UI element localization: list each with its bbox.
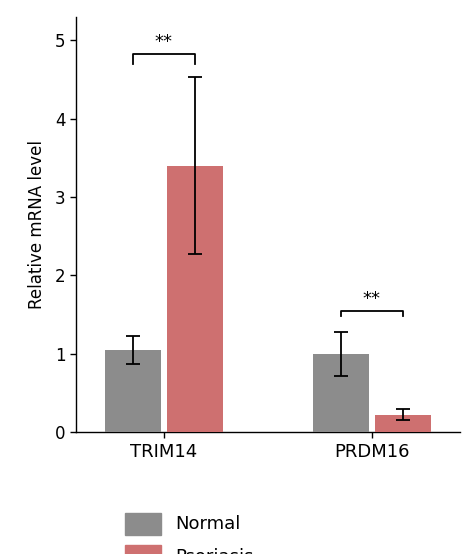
Text: **: ** [363, 290, 381, 308]
Bar [312, 353, 369, 432]
Bar [375, 415, 431, 432]
Bar [105, 350, 161, 432]
Text: **: ** [155, 33, 173, 51]
Legend: Normal, Psoriasis: Normal, Psoriasis [116, 504, 263, 554]
Bar [167, 166, 223, 432]
Y-axis label: Relative mRNA level: Relative mRNA level [28, 140, 46, 309]
